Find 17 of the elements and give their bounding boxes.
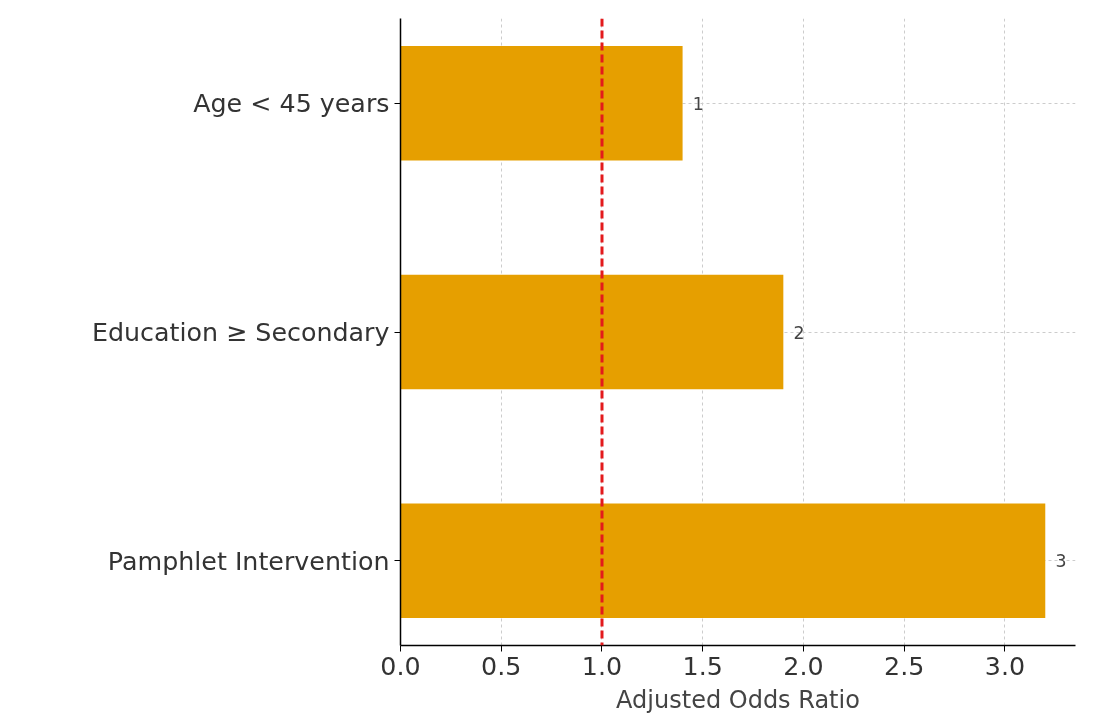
data-label: 2	[793, 322, 805, 343]
x-tick-label: 1.0	[581, 650, 623, 681]
y-tick-label: Age < 45 years	[193, 88, 390, 119]
x-tick-label: 2.0	[783, 650, 824, 681]
x-tick-label: 0.0	[380, 650, 421, 681]
x-tick-label: 0.5	[481, 650, 522, 681]
x-tick-label: 1.5	[682, 650, 723, 681]
bar	[400, 503, 1046, 619]
y-tick-label: Education ≥ Secondary	[91, 317, 390, 347]
bar	[400, 274, 784, 390]
y-tick-label: Pamphlet Intervention	[107, 545, 390, 576]
x-tick-label: 2.5	[884, 650, 925, 681]
data-label: 1	[692, 93, 704, 114]
bar	[400, 45, 683, 161]
x-axis-title: Adjusted Odds Ratio	[616, 685, 860, 714]
x-tick-label: 3.0	[984, 650, 1026, 681]
data-label: 3	[1055, 551, 1067, 572]
